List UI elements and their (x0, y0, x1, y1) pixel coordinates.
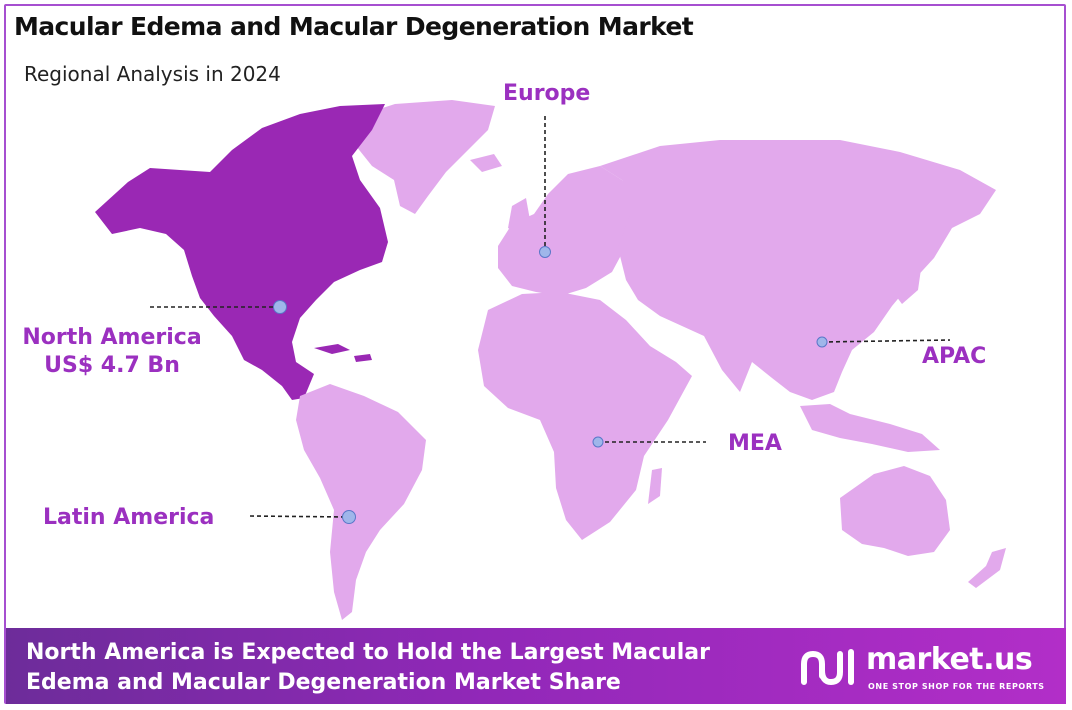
north-america-marker (273, 300, 287, 314)
north-america-label: North America US$ 4.7 Bn (18, 324, 206, 379)
world-map (95, 100, 1006, 620)
australia-shape (840, 466, 950, 556)
africa-shape (478, 292, 692, 540)
market-us-logo-icon (801, 649, 854, 686)
footer-statement: North America is Expected to Hold the La… (26, 640, 710, 695)
europe-shape (498, 166, 634, 296)
asia-shape (600, 140, 996, 400)
europe-marker (539, 246, 551, 258)
page-subtitle: Regional Analysis in 2024 (24, 62, 281, 86)
leader-lines (150, 116, 951, 518)
north-america-value: US$ 4.7 Bn (44, 352, 180, 378)
north-america-shape (95, 104, 388, 400)
british-isles-shape (508, 198, 530, 234)
brand-name: market.us (866, 642, 1033, 677)
mea-label: MEA (728, 431, 782, 456)
latin-america-leader-line (249, 515, 350, 518)
latin-america-label: Latin America (43, 505, 215, 530)
page-title: Macular Edema and Macular Degeneration M… (14, 12, 694, 41)
north-america-name: North America (22, 325, 202, 350)
iceland-shape (470, 154, 502, 172)
japan-shape (896, 256, 922, 304)
southeast-asia-islands-shape (800, 404, 940, 452)
new-zealand-shape (968, 548, 1006, 588)
brand-tagline: ONE STOP SHOP FOR THE REPORTS (868, 682, 1045, 691)
mea-marker (592, 436, 604, 448)
latin-america-marker (342, 510, 356, 524)
caribbean-islands-shape (314, 344, 372, 362)
brand-logo: market.us ONE STOP SHOP FOR THE REPORTS (796, 642, 1044, 694)
greenland-shape (352, 100, 495, 214)
madagascar-shape (648, 468, 662, 504)
europe-label: Europe (503, 81, 591, 106)
continents (95, 100, 1006, 620)
footer-banner: North America is Expected to Hold the La… (6, 628, 1066, 704)
south-america-shape (296, 384, 426, 620)
apac-label: APAC (922, 344, 987, 369)
region-markers (273, 246, 828, 524)
apac-marker (816, 336, 828, 348)
apac-leader-line (821, 339, 951, 343)
